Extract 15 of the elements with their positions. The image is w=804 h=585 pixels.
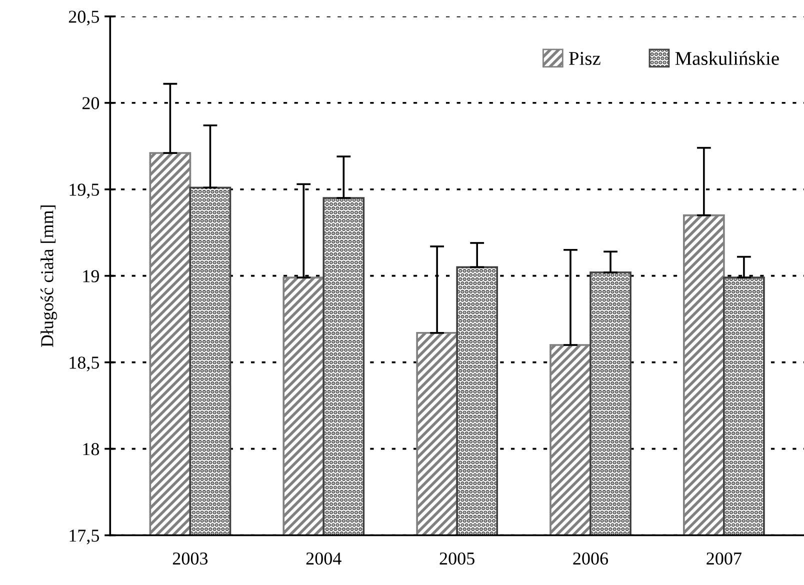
x-tick-label: 2006 (573, 552, 608, 565)
x-tick-label: 2005 (440, 552, 474, 565)
x-tick-label: 2003 (172, 552, 208, 565)
x-tick-label: 2007 (706, 552, 742, 565)
y-tick-label: 20 (82, 97, 100, 110)
legend-label: Maskulińskie (675, 51, 779, 65)
y-tick-label: 19 (83, 270, 99, 282)
y-tick-label: 20,5 (68, 10, 100, 26)
y-axis-title: Długość ciała [mm] (40, 205, 58, 348)
y-tick-label: 17,5 (70, 530, 100, 544)
y-tick-label: 18 (83, 443, 100, 456)
y-tick-label: 18,5 (70, 356, 100, 372)
x-tick-label: 2004 (306, 552, 342, 565)
legend-label: Pisz (569, 52, 600, 65)
y-tick-label: 19,5 (70, 184, 100, 198)
